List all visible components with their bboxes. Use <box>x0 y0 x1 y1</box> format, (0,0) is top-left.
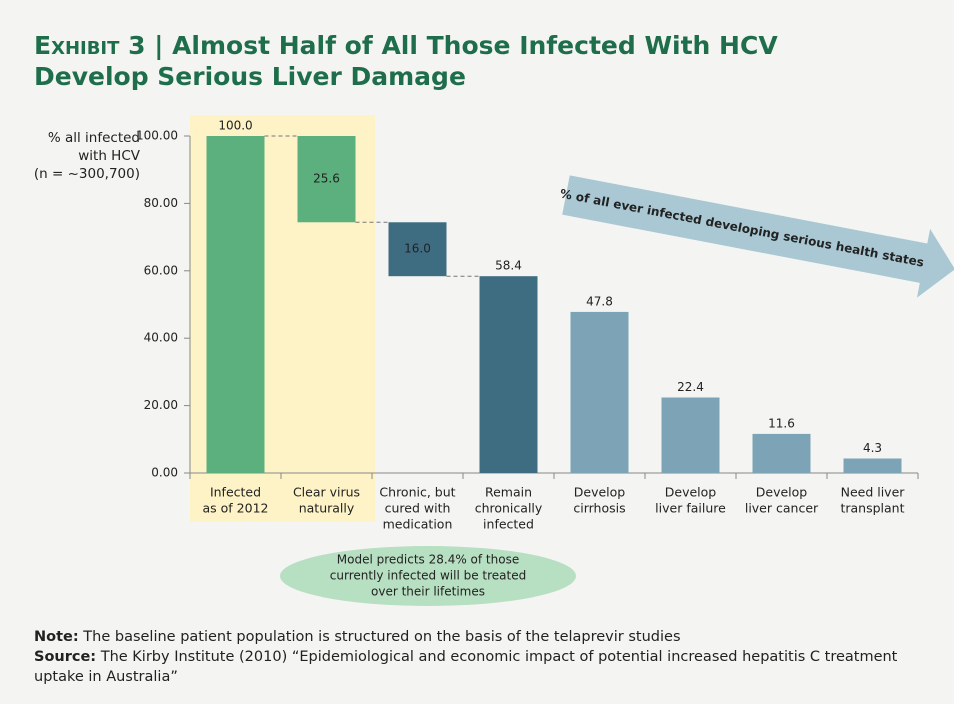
source: Source: The Kirby Institute (2010) “Epid… <box>34 647 924 687</box>
value-label: 22.4 <box>677 380 704 394</box>
note-label: Note: <box>34 629 79 645</box>
x-tick-label: as of 2012 <box>203 501 269 516</box>
x-tick-label: Develop <box>665 485 717 500</box>
value-label: 100.0 <box>218 119 252 133</box>
y-axis-label: (n = ~300,700) <box>34 166 140 182</box>
ellipse-text: currently infected will be treated <box>330 569 526 583</box>
arrow-shape <box>562 175 954 298</box>
source-text: The Kirby Institute (2010) “Epidemiologi… <box>34 649 898 685</box>
x-tick-label: infected <box>483 517 534 532</box>
bar <box>843 458 902 473</box>
x-tick-label: chronically <box>475 501 543 516</box>
x-tick-label: Infected <box>210 485 261 500</box>
arrow: % of all ever infected developing seriou… <box>559 175 954 298</box>
y-axis-label: % all infected <box>48 130 140 146</box>
note-text: The baseline patient population is struc… <box>83 629 681 645</box>
bar <box>570 311 629 473</box>
x-tick-label: cirrhosis <box>573 501 625 516</box>
y-tick-label: 60.00 <box>144 263 178 277</box>
bar <box>661 397 720 473</box>
title-prefix: Exhibit 3 <box>34 31 146 60</box>
y-axis-label: with HCV <box>78 148 141 164</box>
ellipse <box>280 546 576 606</box>
value-label: 4.3 <box>863 441 882 455</box>
arrow-text: % of all ever infected developing seriou… <box>559 186 925 269</box>
value-label: 16.0 <box>404 242 431 256</box>
value-label: 25.6 <box>313 172 340 186</box>
x-tick-label: Chronic, but <box>379 485 455 500</box>
value-label: 58.4 <box>495 259 522 273</box>
ellipse-text: Model predicts 28.4% of those <box>337 553 519 567</box>
bar <box>479 276 538 473</box>
title-text: Almost Half of All Those Infected With H… <box>34 31 778 91</box>
x-tick-label: Develop <box>574 485 626 500</box>
bar <box>206 136 265 473</box>
x-tick-label: Clear virus <box>293 485 360 500</box>
value-label: 11.6 <box>768 416 795 430</box>
x-tick-label: cured with <box>385 501 451 516</box>
title: Exhibit 3 | Almost Half of All Those Inf… <box>34 31 778 91</box>
bar <box>752 433 811 473</box>
x-tick-label: Need liver <box>841 485 906 500</box>
ellipse-text: over their lifetimes <box>371 585 485 599</box>
y-tick-label: 40.00 <box>144 331 178 345</box>
x-tick-label: liver failure <box>655 501 726 516</box>
value-label: 47.8 <box>586 294 613 308</box>
y-tick-label: 20.00 <box>144 398 178 412</box>
note: Note: The baseline patient population is… <box>34 627 924 647</box>
notes: Note: The baseline patient population is… <box>34 627 924 687</box>
source-label: Source: <box>34 649 97 665</box>
bar <box>297 136 356 223</box>
y-tick-label: 100.00 <box>136 129 178 143</box>
x-tick-label: liver cancer <box>745 501 819 516</box>
x-tick-label: medication <box>383 517 453 532</box>
x-tick-label: Develop <box>756 485 808 500</box>
y-tick-label: 0.00 <box>151 466 178 480</box>
x-tick-label: transplant <box>840 501 904 516</box>
y-tick-label: 80.00 <box>144 196 178 210</box>
bar <box>388 222 447 277</box>
x-tick-label: naturally <box>299 501 355 516</box>
x-tick-label: Remain <box>485 485 532 500</box>
